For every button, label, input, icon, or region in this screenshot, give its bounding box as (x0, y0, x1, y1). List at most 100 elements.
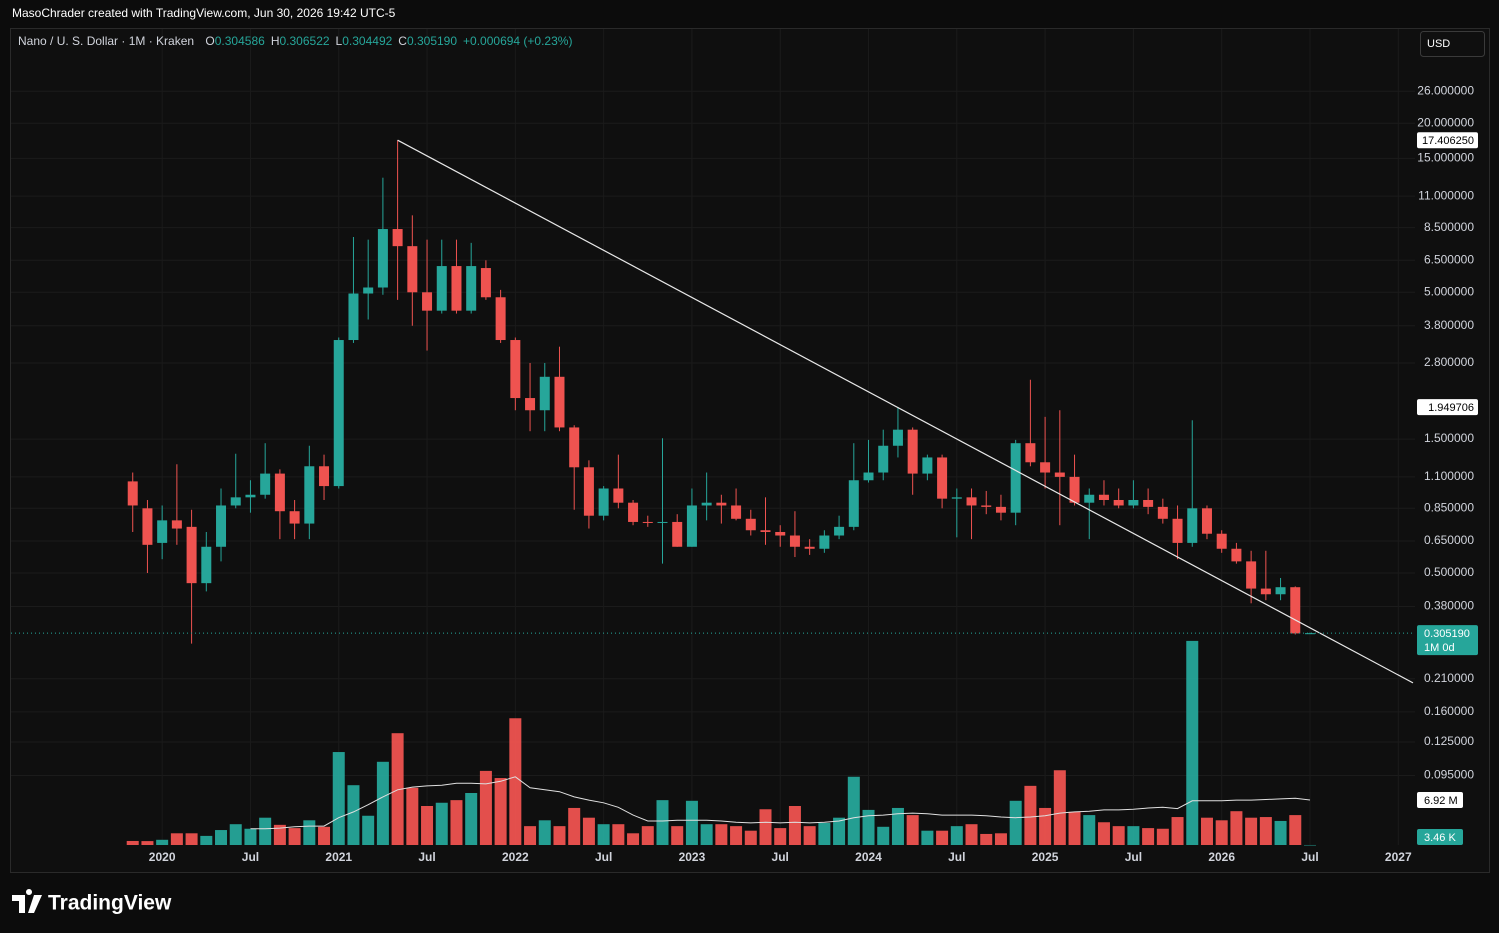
candle-body (392, 229, 403, 247)
symbol: Nano / U. S. Dollar · 1M · Kraken (18, 34, 194, 48)
candle-body (186, 526, 197, 584)
candle-body (554, 376, 565, 428)
ohlc-value: 0.304586 (215, 34, 265, 48)
volume-bar (229, 824, 242, 845)
volume-bar (170, 833, 183, 845)
candle-body (333, 340, 344, 487)
volume-tag (1417, 829, 1463, 845)
x-tick-label: 2026 (1208, 850, 1235, 864)
volume-tag (1417, 792, 1463, 809)
volume-bar (671, 826, 684, 845)
candle-body (363, 287, 374, 294)
y-tick-label: 1.100000 (1424, 469, 1474, 483)
volume-bar (1142, 828, 1155, 845)
x-tick-label: Jul (772, 850, 789, 864)
candle-body (1084, 494, 1095, 503)
volume-bar (1171, 817, 1184, 845)
y-tick-label: 2.800000 (1424, 355, 1474, 369)
candle-body (1054, 472, 1065, 477)
candle-body (451, 266, 462, 311)
volume-bar (877, 826, 890, 845)
chart-panel (10, 28, 1490, 873)
countdown-label: 1M 0d (1424, 642, 1455, 654)
candle-body (701, 502, 712, 506)
volume-bar (318, 826, 331, 845)
candle-body (422, 292, 433, 311)
candle-body (466, 266, 477, 311)
candle-body (672, 521, 683, 547)
volume-bar (965, 824, 978, 845)
change: +0.000694 (+0.23%) (463, 34, 572, 48)
trendline (397, 139, 1414, 684)
currency-button[interactable] (1420, 31, 1485, 57)
volume-bar (185, 833, 198, 845)
candle-body (686, 505, 697, 547)
volume-bar (833, 817, 846, 845)
volume-bar (950, 826, 963, 845)
volume-bar (1215, 820, 1228, 845)
candle-body (319, 466, 330, 487)
x-tick-label: Jul (1301, 850, 1318, 864)
volume-bar (1127, 826, 1140, 845)
volume-bar (332, 752, 345, 845)
volume-bar (1245, 817, 1258, 845)
candle-body (1304, 633, 1315, 635)
volume-bar (494, 778, 507, 845)
volume-bar (891, 807, 904, 845)
volume-bar (244, 828, 257, 845)
volume-bar (215, 830, 228, 845)
candle-body (834, 526, 845, 536)
volume-ma-line (250, 776, 1311, 830)
x-tick-label: 2025 (1032, 850, 1059, 864)
ohlc-key: O (205, 34, 214, 48)
volume-bar (509, 718, 522, 845)
x-tick-label: Jul (595, 850, 612, 864)
candle-body (142, 508, 153, 545)
volume-bar (847, 776, 860, 845)
y-tick-label: 1.500000 (1424, 431, 1474, 445)
volume-bar (450, 800, 463, 845)
volume-bar (479, 770, 492, 845)
currency[interactable]: USD (1427, 38, 1450, 50)
x-tick-label: Jul (948, 850, 965, 864)
volume-tag-label: 6.92 M (1424, 795, 1458, 807)
x-tick-label: 2027 (1385, 850, 1412, 864)
volume-bar (1068, 811, 1081, 845)
volume-bar (1200, 817, 1213, 845)
volume-bar (980, 833, 993, 845)
candle-body (539, 376, 550, 411)
candle-body (348, 293, 359, 341)
volume-bar (406, 787, 419, 845)
volume-bar (1303, 844, 1316, 846)
volume-bar (1186, 640, 1199, 845)
volume-bar (759, 809, 772, 845)
candle-body (171, 520, 182, 529)
volume-bar (524, 826, 537, 845)
candle-body (1172, 518, 1183, 543)
candle-body (937, 457, 948, 499)
volume-bar (818, 822, 831, 845)
candle-body (981, 505, 992, 507)
volume-bar (656, 800, 669, 845)
candle-body (127, 481, 138, 506)
volume-bar (376, 761, 389, 845)
candle-body (377, 229, 388, 288)
price-tag (1417, 132, 1478, 149)
y-tick-label: 0.850000 (1424, 500, 1474, 514)
volume-bar (273, 824, 286, 845)
volume-bar (1024, 785, 1037, 845)
logo-icon (12, 889, 42, 913)
y-tick-label: 0.160000 (1424, 704, 1474, 718)
volume-bar (730, 826, 743, 845)
x-tick-label: 2021 (325, 850, 352, 864)
volume-bar (994, 833, 1007, 845)
volume-bar (435, 802, 448, 845)
price-pane (11, 139, 1415, 684)
y-tick-label: 8.500000 (1424, 220, 1474, 234)
volume-bar (936, 830, 949, 845)
candle-body (157, 520, 168, 543)
volume-bar (1083, 815, 1096, 845)
candle-body (1246, 561, 1257, 589)
y-tick-label: 0.125000 (1424, 734, 1474, 748)
